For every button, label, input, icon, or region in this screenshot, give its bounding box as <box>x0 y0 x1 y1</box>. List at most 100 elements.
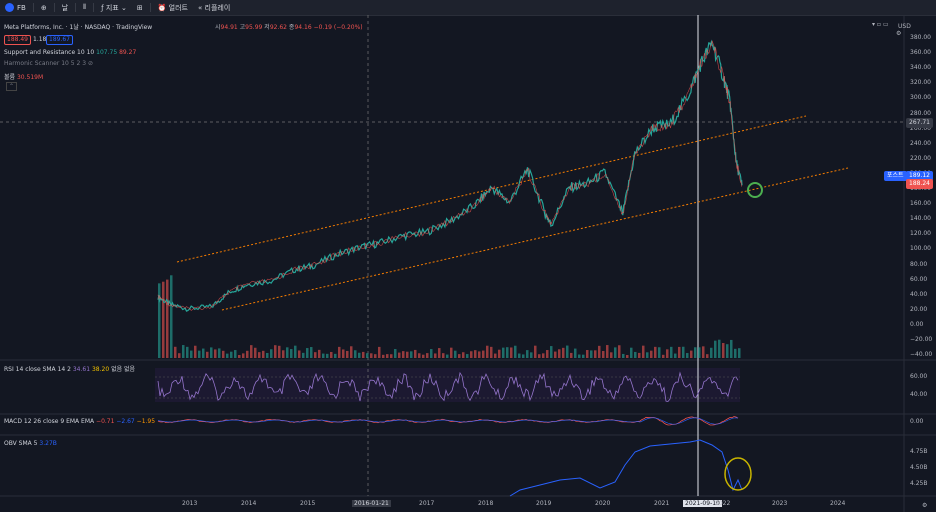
replay-button[interactable]: « 리플레이 <box>193 0 235 15</box>
volume-bar <box>506 347 509 358</box>
volume-bar <box>282 350 285 358</box>
volume-bar <box>350 346 353 358</box>
price-tick: 100.00 <box>910 245 931 253</box>
obv-highlight-circle[interactable] <box>724 457 752 491</box>
volume-bar <box>394 349 397 358</box>
volume-bar <box>478 351 481 358</box>
time-tick: 2023 <box>772 500 788 507</box>
harmonic-label: Harmonic Scanner 10 5 2 3 <box>4 60 87 67</box>
volume-bar <box>186 346 189 358</box>
volume-bar <box>602 350 605 358</box>
price-tick: 260.00 <box>910 124 931 132</box>
volume-bar <box>198 350 201 358</box>
volume-bar <box>462 352 465 358</box>
price-tick: 20.00 <box>910 305 928 313</box>
channel-lower-line[interactable] <box>221 167 849 311</box>
currency-label[interactable]: USD <box>898 23 911 30</box>
rsi-tick: 60.00 <box>910 373 928 380</box>
volume-bar <box>354 350 357 358</box>
indicators-button[interactable]: ƒ 지표 ⌄ <box>96 0 132 15</box>
grid-icon: ⊞ <box>136 3 143 12</box>
volume-bar <box>690 350 693 358</box>
obv-tick: 4.50B <box>910 464 928 471</box>
price-tick: 280.00 <box>910 109 931 117</box>
volume-bar <box>730 339 733 358</box>
volume-bar <box>710 347 713 358</box>
obv-line <box>509 439 743 497</box>
volume-bar <box>314 352 317 358</box>
compare-button[interactable]: ⊕ <box>36 0 52 15</box>
time-tick: 2020 <box>595 500 611 507</box>
volume-bar <box>474 350 477 358</box>
volume-bar <box>618 345 621 358</box>
volume-bar <box>310 347 313 358</box>
time-tick: 2019 <box>536 500 552 507</box>
replay-icon: « <box>197 3 203 12</box>
macd-tick: 0.00 <box>910 418 924 425</box>
volume-bars <box>158 275 741 358</box>
highlight-circle[interactable] <box>747 182 763 198</box>
obv-legend: OBV SMA 5 3.27B <box>4 440 57 447</box>
volume-bar <box>734 348 737 358</box>
volume-bar <box>442 353 445 358</box>
volume-bar <box>590 350 593 358</box>
sr-indicator-label: Support and Resistance 10 10 107.75 89.2… <box>4 49 136 56</box>
volume-bar <box>554 351 557 358</box>
sr-val1: 107.75 <box>96 49 118 56</box>
volume-bar <box>402 351 405 358</box>
volume-bar <box>454 350 457 358</box>
volume-bar <box>662 354 665 358</box>
volume-bar <box>646 352 649 358</box>
fb-logo-icon <box>5 3 14 12</box>
volume-bar <box>302 352 305 358</box>
price-tick: 140.00 <box>910 215 931 223</box>
settings-gear-icon[interactable]: ⚙ <box>896 30 902 37</box>
price-tick: 320.00 <box>910 79 931 87</box>
macd-signal-line <box>157 417 739 425</box>
candles-icon: ⫴ <box>83 3 87 11</box>
volume-bar <box>258 352 261 358</box>
ohlc-c: 94.16 <box>294 24 312 31</box>
volume-bar <box>422 354 425 358</box>
volume-bar <box>470 351 473 358</box>
volume-bar <box>542 353 545 358</box>
alert-button[interactable]: ⏰ 얼러트 <box>153 0 193 15</box>
chart-type-button[interactable]: ⫴ <box>78 0 91 15</box>
price-tick: 0.00 <box>910 320 924 328</box>
volume-bar <box>270 349 273 358</box>
obv-value: 3.27B <box>39 440 57 447</box>
sell-price-box[interactable]: 188.49 <box>4 35 31 45</box>
volume-bar <box>294 345 297 358</box>
layout-button[interactable]: ⊞ <box>132 0 148 15</box>
volume-bar <box>182 345 185 358</box>
interval-button[interactable]: 날 <box>57 0 73 15</box>
volume-bar <box>238 354 241 358</box>
volume-bar <box>626 354 629 358</box>
chart-window-controls[interactable]: ▾ ▫ ▭ <box>872 21 889 28</box>
volume-bar <box>526 350 529 358</box>
volume-bar <box>702 346 705 358</box>
divider <box>32 3 34 12</box>
rsi-value2: 38.20 <box>91 366 110 373</box>
rsi-label: RSI 14 close SMA 14 2 <box>4 366 71 373</box>
volume-bar <box>674 353 677 358</box>
plus-circle-icon: ⊕ <box>40 3 47 12</box>
symbol-button[interactable]: FB <box>0 0 31 15</box>
axis-settings-gear-icon[interactable]: ⚙ <box>922 502 928 509</box>
volume-bar <box>342 349 345 358</box>
buy-price-box[interactable]: 189.67 <box>46 35 73 45</box>
volume-bar <box>538 354 541 358</box>
indicators-label: 지표 <box>105 3 119 12</box>
volume-bar <box>274 345 277 358</box>
channel-upper-line[interactable] <box>176 115 807 263</box>
eye-off-icon[interactable]: ⊘ <box>87 60 93 67</box>
collapse-legend-button[interactable]: ⌃ <box>6 82 18 91</box>
volume-bar <box>634 351 637 358</box>
volume-bar <box>666 349 669 358</box>
volume-bar <box>214 349 217 358</box>
top-toolbar: FB ⊕ 날 ⫴ ƒ 지표 ⌄ ⊞ ⏰ 얼러트 « 리플레이 <box>0 0 936 16</box>
ohlc-h-label: 고 <box>239 24 246 31</box>
macd-v2: −2.67 <box>116 418 135 425</box>
